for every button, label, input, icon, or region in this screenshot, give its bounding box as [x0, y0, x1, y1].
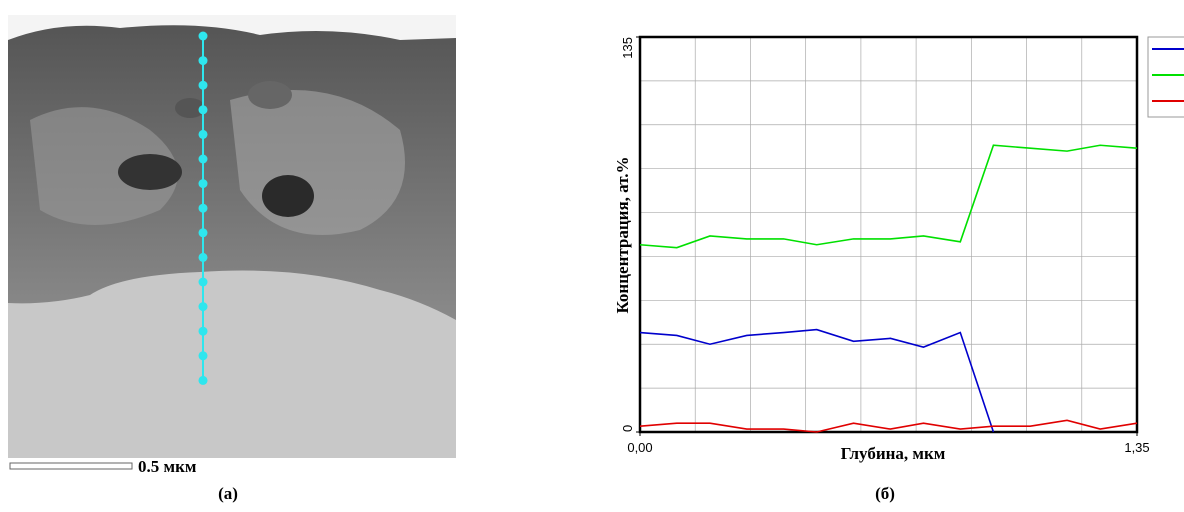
- probe-point: [199, 56, 208, 65]
- plot-frame: [640, 37, 1137, 432]
- probe-point: [199, 179, 208, 188]
- scale-bar-label: 0.5 мкм: [138, 457, 197, 476]
- series-line: [640, 145, 1137, 247]
- x-tick-label: 1,35: [1124, 440, 1149, 455]
- y-tick-label: 0: [620, 425, 635, 432]
- probe-point: [199, 204, 208, 213]
- probe-point: [199, 228, 208, 237]
- caption: (а): [218, 484, 238, 503]
- series-line: [640, 330, 993, 432]
- probe-point: [199, 302, 208, 311]
- probe-point: [199, 327, 208, 336]
- probe-point: [199, 130, 208, 139]
- x-tick-label: 0,00: [627, 440, 652, 455]
- x-axis-label: Глубина, мкм: [841, 444, 946, 463]
- probe-point: [199, 253, 208, 262]
- probe-point: [199, 81, 208, 90]
- probe-point: [199, 155, 208, 164]
- caption: (б): [875, 484, 895, 503]
- series-line: [640, 420, 1137, 432]
- probe-point: [199, 105, 208, 114]
- probe-point: [199, 32, 208, 41]
- probe-point: [199, 376, 208, 385]
- y-axis-label: Концентрация, ат.%: [613, 156, 632, 313]
- micrograph: [8, 15, 456, 469]
- figure: 0.5 мкм (а) (б) Глубина, мкм Концентраци…: [0, 0, 1184, 507]
- probe-point: [199, 278, 208, 287]
- probe-point: [199, 351, 208, 360]
- y-tick-label: 135: [620, 37, 635, 59]
